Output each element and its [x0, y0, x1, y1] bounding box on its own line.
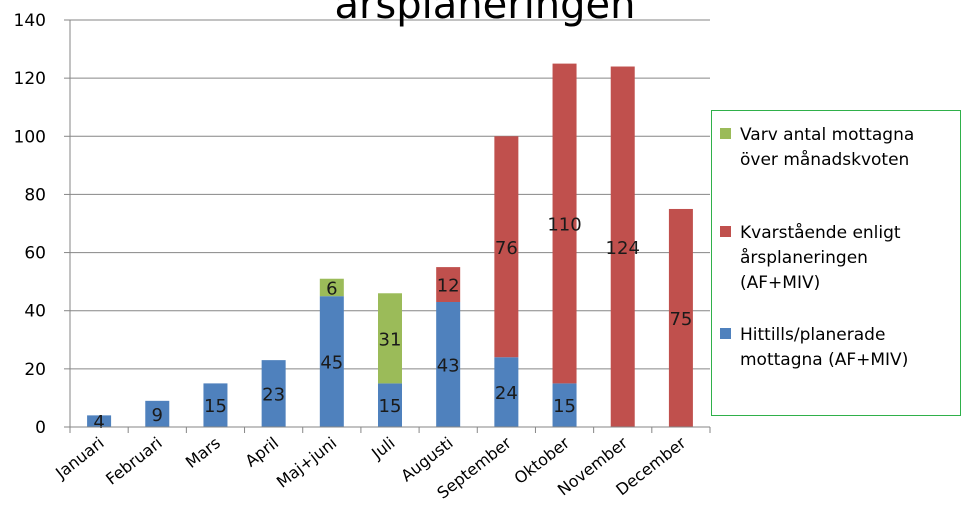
y-tick-label: 20: [24, 360, 46, 380]
data-label: 15: [379, 396, 402, 417]
bar-segment: [494, 136, 519, 358]
x-category-label: Juli: [367, 433, 398, 463]
bar-segment: [436, 267, 461, 302]
legend-label: Hittills/planerade mottagna (AF+MIV): [740, 325, 909, 370]
legend: Varv antal mottagna över månadskvoten Kv…: [711, 110, 961, 416]
data-labels: 4 9 15 23 45 6 15 31 43 12 24 76 15 110 124 75: [93, 215, 692, 434]
data-label: 24: [495, 383, 518, 404]
x-category-label: Januari: [51, 433, 107, 483]
bar-segment: [378, 383, 402, 427]
x-category-label: Februari: [102, 433, 166, 489]
data-label: 12: [437, 276, 460, 297]
y-tick-label: 100: [14, 127, 46, 147]
bar-segment: [494, 357, 519, 427]
legend-label: Varv antal mottagna över månadskvoten: [740, 125, 915, 170]
bar-segment: [378, 293, 402, 384]
bar-segment: [552, 383, 577, 427]
bar-segment: [552, 63, 577, 384]
y-tick-label: 140: [14, 11, 46, 31]
y-axis-ticks: 0 20 40 60 80 100 120 140: [14, 11, 70, 438]
gridlines: [69, 19, 710, 427]
bar-segment: [668, 208, 693, 427]
bars: [87, 63, 693, 427]
x-category-label: Mars: [182, 433, 224, 472]
bar-segment: [319, 278, 344, 297]
x-category-label: Maj+juni: [273, 433, 340, 491]
bar-segment: [203, 383, 228, 427]
legend-swatch-green: [720, 128, 731, 139]
y-tick-label: 80: [24, 185, 46, 205]
y-tick-label: 0: [35, 418, 46, 438]
y-tick-label: 40: [24, 302, 46, 322]
legend-label: Kvarstående enligt årsplaneringen (AF+MI…: [740, 223, 901, 293]
data-label: 75: [669, 309, 692, 330]
data-label: 31: [379, 329, 402, 350]
chart-title: årsplaneringen: [334, 0, 635, 28]
bar-segment: [436, 301, 461, 427]
y-tick-label: 120: [14, 69, 46, 89]
data-label: 6: [326, 278, 337, 299]
bar-segment: [261, 360, 286, 427]
data-label: 23: [262, 385, 285, 406]
data-label: 9: [152, 405, 163, 426]
legend-swatch-red: [720, 226, 731, 237]
bar-segment: [87, 415, 112, 427]
y-tick-label: 60: [24, 244, 46, 264]
data-label: 76: [495, 238, 518, 259]
data-label: 45: [320, 353, 343, 374]
bar-segment: [610, 66, 635, 427]
bar-segment: [319, 296, 344, 427]
data-label: 43: [437, 355, 460, 376]
data-label: 110: [547, 215, 581, 236]
data-label: 124: [606, 238, 640, 259]
data-label: 15: [204, 396, 227, 417]
x-category-label: April: [242, 433, 283, 470]
legend-swatch-blue: [720, 328, 731, 339]
data-label: 4: [93, 412, 104, 433]
data-label: 15: [553, 396, 576, 417]
bar-segment: [145, 400, 170, 427]
